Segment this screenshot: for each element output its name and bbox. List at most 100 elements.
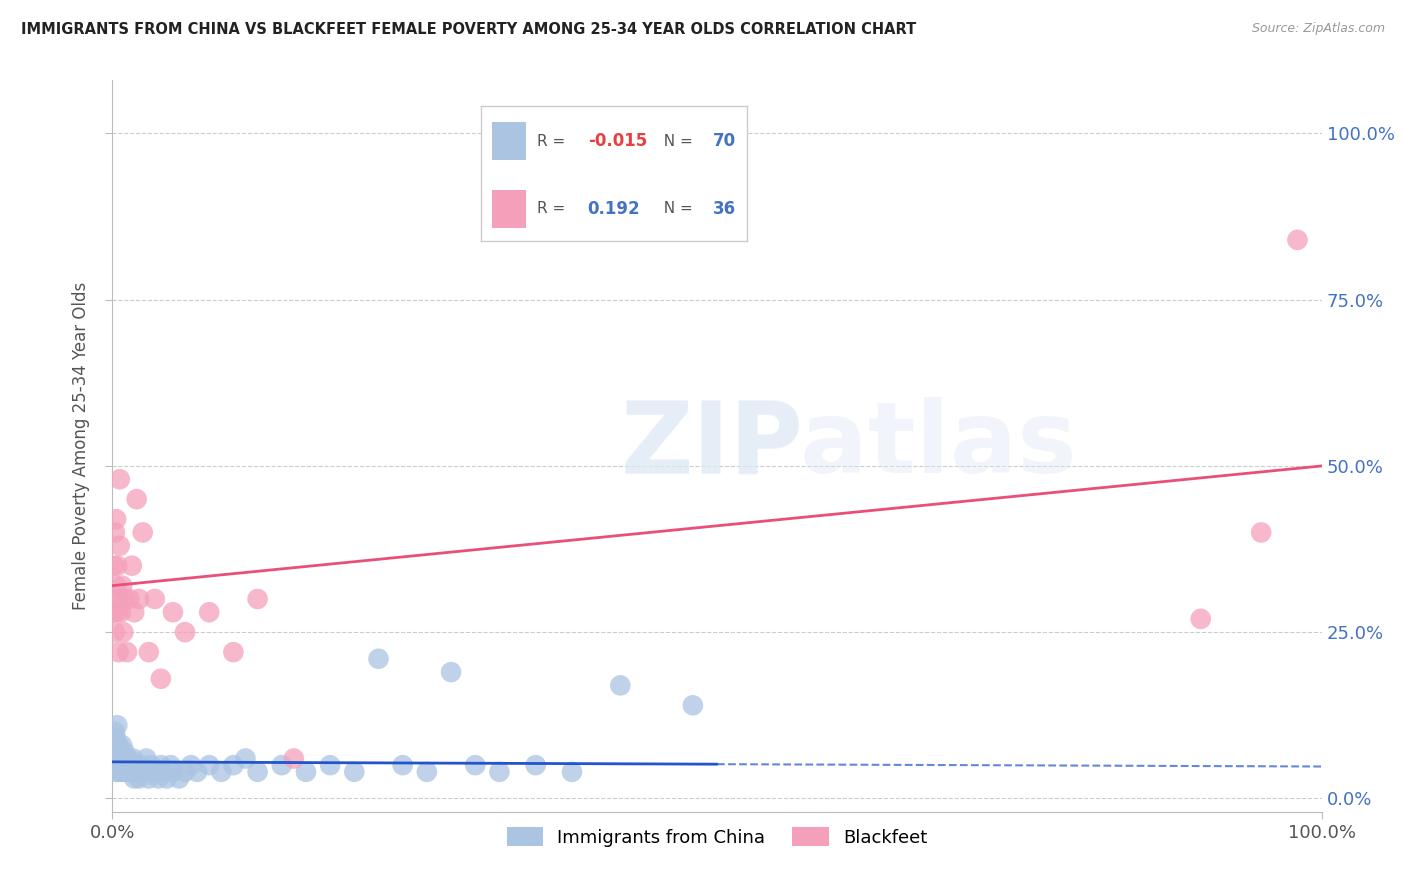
- Point: [124, 758, 146, 772]
- Point: [110, 605, 132, 619]
- Text: ZIPatlas: ZIPatlas: [620, 398, 1077, 494]
- Point: [108, 539, 131, 553]
- Point: [110, 751, 132, 765]
- Point: [112, 764, 135, 779]
- Point: [222, 645, 245, 659]
- Point: [440, 665, 463, 679]
- Point: [209, 764, 232, 779]
- Point: [162, 605, 184, 619]
- Point: [105, 605, 128, 619]
- Point: [524, 758, 547, 772]
- Point: [1286, 233, 1309, 247]
- Point: [105, 731, 128, 746]
- Point: [174, 625, 197, 640]
- Point: [122, 605, 145, 619]
- Point: [110, 764, 132, 779]
- Point: [180, 758, 202, 772]
- Point: [105, 718, 128, 732]
- Point: [104, 625, 127, 640]
- Point: [141, 758, 163, 772]
- Point: [283, 751, 305, 765]
- Point: [174, 764, 197, 779]
- Point: [103, 751, 125, 765]
- Text: Source: ZipAtlas.com: Source: ZipAtlas.com: [1251, 22, 1385, 36]
- Point: [122, 772, 145, 786]
- Point: [135, 751, 157, 765]
- Point: [105, 579, 128, 593]
- Point: [125, 492, 148, 507]
- Point: [162, 764, 184, 779]
- Point: [114, 764, 136, 779]
- Point: [367, 652, 389, 666]
- Point: [152, 764, 174, 779]
- Point: [121, 764, 143, 779]
- Point: [103, 738, 125, 752]
- Point: [464, 758, 486, 772]
- Point: [107, 751, 129, 765]
- Point: [235, 751, 257, 765]
- Point: [122, 751, 145, 765]
- Point: [103, 605, 125, 619]
- Point: [149, 758, 172, 772]
- Point: [128, 772, 150, 786]
- Point: [295, 764, 318, 779]
- Point: [104, 758, 127, 772]
- Point: [131, 758, 153, 772]
- Point: [132, 764, 155, 779]
- Point: [167, 772, 190, 786]
- Point: [104, 745, 127, 759]
- Point: [609, 678, 631, 692]
- Point: [391, 758, 413, 772]
- Point: [105, 745, 128, 759]
- Point: [111, 738, 134, 752]
- Point: [105, 512, 128, 526]
- Point: [270, 758, 292, 772]
- Point: [121, 558, 143, 573]
- Point: [104, 591, 127, 606]
- Point: [416, 764, 439, 779]
- Point: [103, 558, 125, 573]
- Point: [108, 472, 131, 486]
- Point: [111, 579, 134, 593]
- Point: [143, 591, 166, 606]
- Point: [108, 745, 131, 759]
- Point: [159, 758, 181, 772]
- Point: [132, 525, 155, 540]
- Point: [246, 764, 269, 779]
- Point: [107, 645, 129, 659]
- Point: [112, 751, 135, 765]
- Point: [1250, 525, 1272, 540]
- Point: [118, 764, 141, 779]
- Point: [138, 772, 160, 786]
- Point: [682, 698, 704, 713]
- Point: [319, 758, 342, 772]
- Point: [222, 758, 245, 772]
- Point: [115, 764, 138, 779]
- Point: [107, 591, 129, 606]
- Point: [114, 758, 136, 772]
- Point: [138, 645, 160, 659]
- Point: [561, 764, 583, 779]
- Point: [114, 745, 136, 759]
- Text: IMMIGRANTS FROM CHINA VS BLACKFEET FEMALE POVERTY AMONG 25-34 YEAR OLDS CORRELAT: IMMIGRANTS FROM CHINA VS BLACKFEET FEMAL…: [21, 22, 917, 37]
- Point: [128, 591, 150, 606]
- Point: [108, 758, 131, 772]
- Point: [107, 738, 129, 752]
- Point: [104, 725, 127, 739]
- Point: [105, 758, 128, 772]
- Point: [186, 764, 208, 779]
- Text: ZIP: ZIP: [620, 398, 803, 494]
- Point: [112, 625, 135, 640]
- Point: [1189, 612, 1212, 626]
- Point: [198, 605, 221, 619]
- Point: [120, 758, 142, 772]
- Point: [156, 772, 179, 786]
- Point: [125, 764, 148, 779]
- Point: [148, 772, 170, 786]
- Point: [488, 764, 510, 779]
- Point: [104, 525, 127, 540]
- Point: [149, 672, 172, 686]
- Point: [246, 591, 269, 606]
- Point: [105, 558, 128, 573]
- Point: [343, 764, 366, 779]
